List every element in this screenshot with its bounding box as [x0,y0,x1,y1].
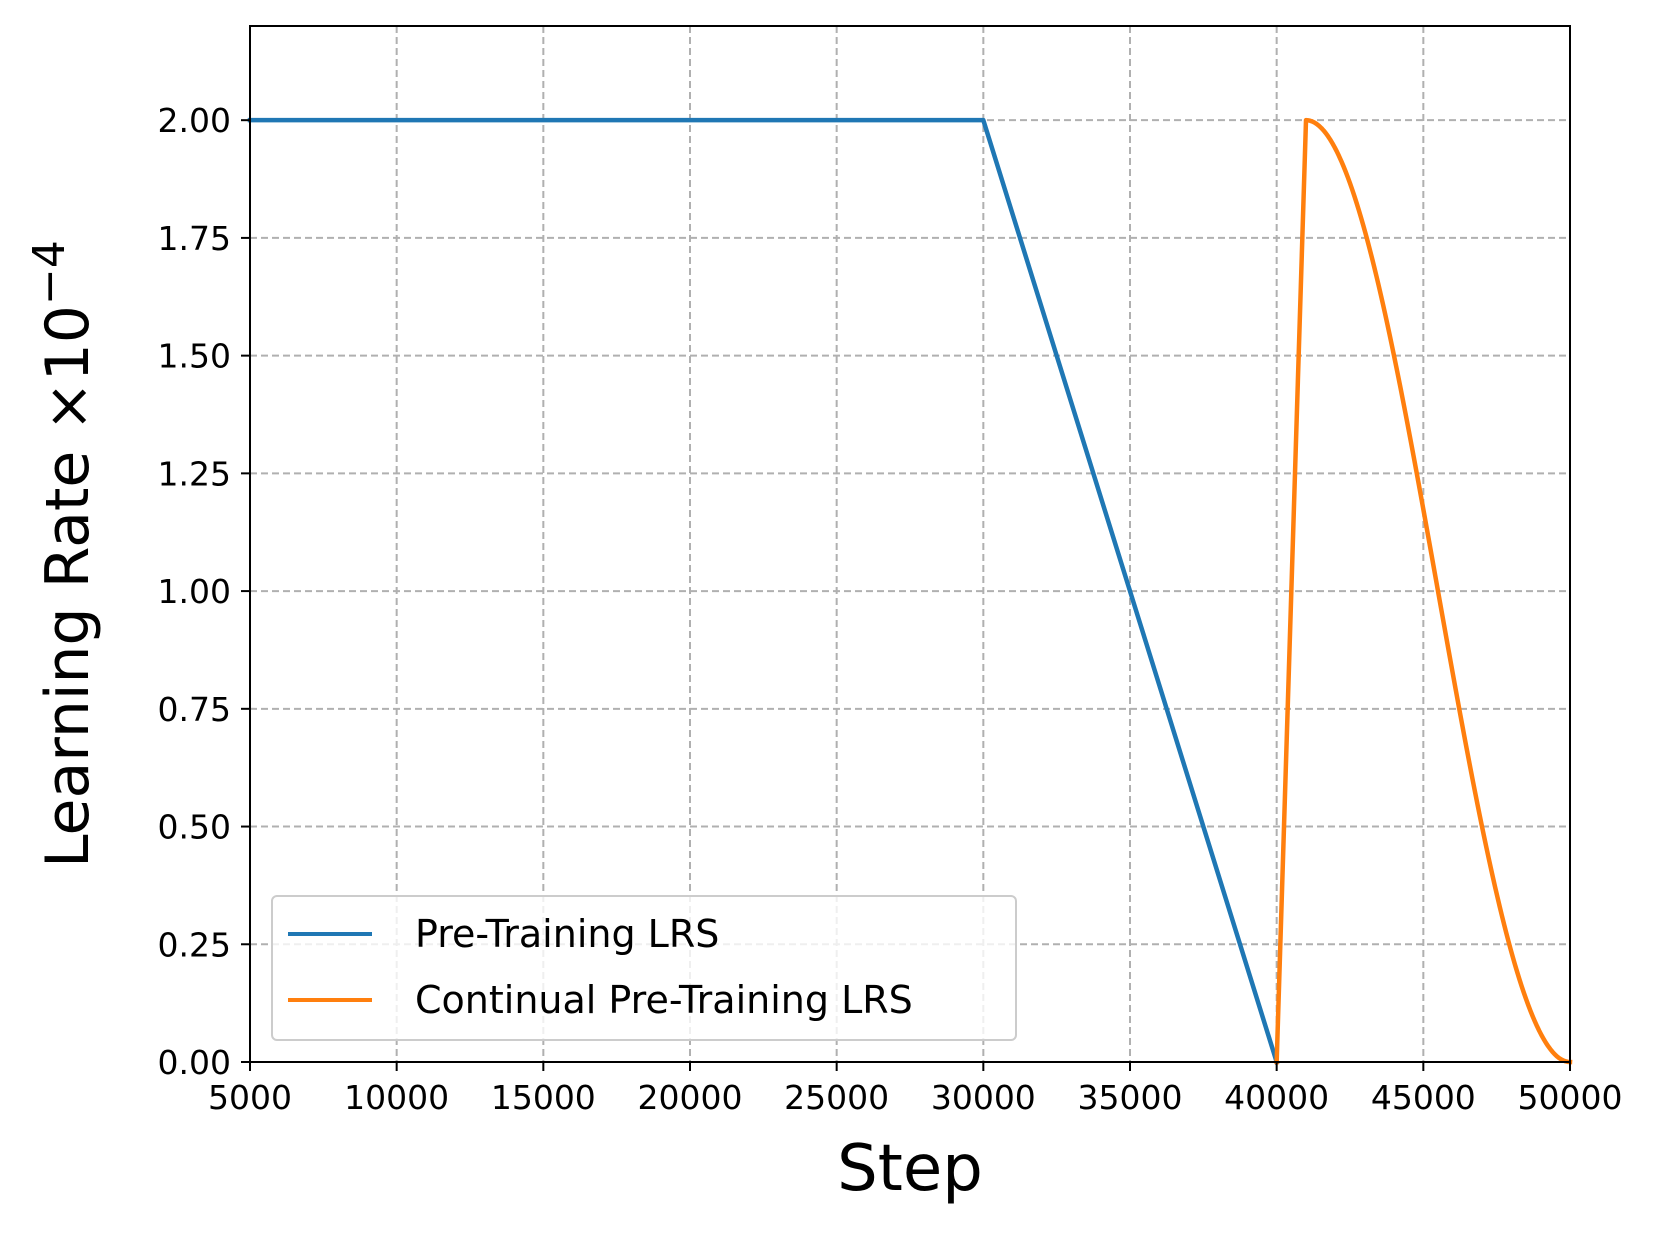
x-axis-ticks: 5000 10000 15000 20000 25000 30000 35000 40000 4… [208,1062,1622,1117]
legend: Pre-Training LRS Continual Pre-Training … [271,895,1017,1041]
y-tick-label: 0.75 [158,690,231,729]
x-tick-label: 15000 [491,1078,596,1117]
y-tick-label: 2.00 [158,101,231,140]
x-tick-label: 35000 [1078,1078,1183,1117]
x-tick-label: 45000 [1371,1078,1476,1117]
legend-label-continual-pre-training: Continual Pre-Training LRS [415,978,913,1022]
x-tick-label: 5000 [208,1078,292,1117]
y-tick-label: 0.25 [158,925,231,964]
x-tick-label: 50000 [1518,1078,1623,1117]
x-tick-label: 25000 [784,1078,889,1117]
legend-label-pre-training: Pre-Training LRS [415,912,719,956]
series-lines [247,117,1573,1065]
plot-frame [249,25,1571,1063]
x-tick-label: 40000 [1224,1078,1329,1117]
y-tick-label: 1.75 [158,219,231,258]
y-axis-ticks: 0.00 0.25 0.50 0.75 1.00 1.25 1.50 1.75 2.00 [158,101,250,1082]
x-tick-label: 20000 [638,1078,743,1117]
y-axis-label: Learning Rate ×10−4 [24,240,103,868]
y-tick-label: 0.00 [158,1043,231,1082]
series-line-pre-training [247,117,1280,1065]
y-tick-label: 1.00 [158,572,231,611]
y-tick-label: 0.50 [158,808,231,847]
x-axis-label: Step [837,1132,983,1206]
x-tick-label: 10000 [344,1078,449,1117]
y-tick-label: 1.25 [158,454,231,493]
y-axis-label-exponent: −4 [24,240,75,305]
y-axis-label-text: Learning Rate ×10 [33,305,103,868]
y-tick-label: 1.50 [158,337,231,376]
series-line-continual-pre-training [1274,117,1573,1065]
legend-box [271,895,1017,1041]
x-tick-label: 30000 [931,1078,1036,1117]
